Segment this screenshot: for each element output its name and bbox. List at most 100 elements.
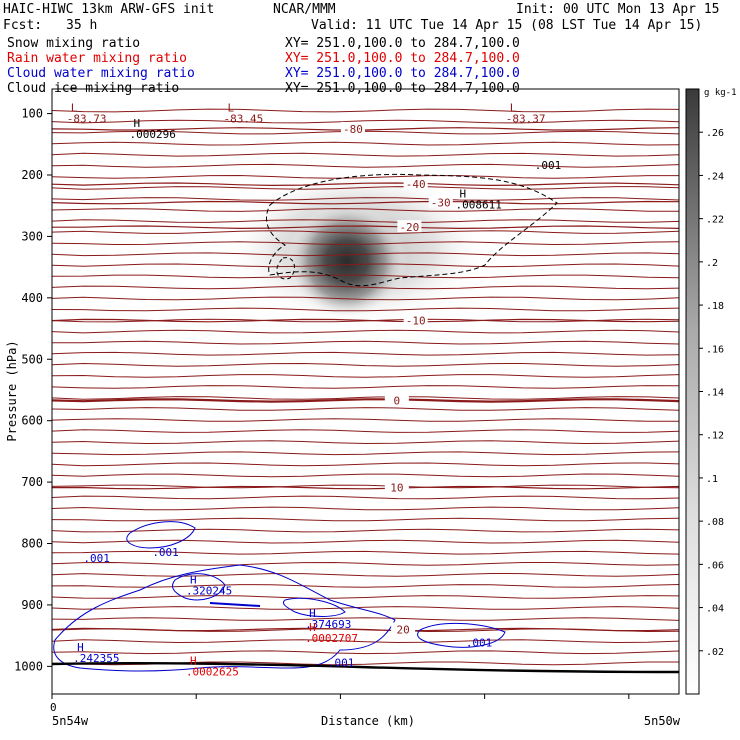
- extremum-marker: H: [190, 573, 197, 586]
- field-name-rain: Rain water mixing ratio: [7, 51, 188, 66]
- isotherm-labeled: [52, 182, 679, 187]
- colorbar-tick-label: .2: [706, 258, 718, 269]
- model-title: HAIC-HIWC 13km ARW-GFS init: [3, 2, 215, 17]
- ground-line: [52, 661, 679, 674]
- y-tick-label: 500: [21, 352, 43, 366]
- y-tick-label: 600: [21, 414, 43, 428]
- extremum-marker: H: [309, 607, 316, 620]
- isotherm: [52, 650, 679, 655]
- snow-shading: [226, 166, 487, 327]
- isotherm: [52, 407, 679, 411]
- label-bg: [384, 480, 409, 493]
- label-bg: [384, 393, 409, 406]
- field-name-cloud-water: Cloud water mixing ratio: [7, 66, 195, 81]
- y-tick-label: 100: [21, 107, 43, 121]
- isotherm: [52, 584, 679, 588]
- extremum-value: -83.37: [506, 113, 546, 126]
- cloud-water-contour: [172, 573, 226, 601]
- extremum-marker: H: [309, 621, 316, 634]
- isotherm: [52, 108, 679, 113]
- extremum-marker: H: [134, 117, 141, 130]
- label-bg: [391, 622, 416, 635]
- extrema-labels: L-83.73L-83.45L-83.37H.000296H.008611H.3…: [67, 102, 546, 679]
- isotherm: [52, 130, 679, 135]
- y-tick-label: 300: [21, 229, 43, 243]
- isotherm-labeled: [52, 318, 679, 323]
- valid-time: Valid: 11 UTC Tue 14 Apr 15 (08 LST Tue …: [311, 18, 703, 33]
- colorbar-tick-label: .24: [706, 171, 724, 182]
- isotherm: [52, 362, 679, 367]
- temperature-contours: [52, 108, 679, 666]
- isotherm: [52, 263, 679, 268]
- ice-contour-label: .001: [535, 159, 562, 172]
- cloud-water-label: .001: [152, 546, 179, 559]
- isotherm: [52, 506, 679, 511]
- field-xy-rain: XY= 251.0,100.0 to 284.7,100.0: [285, 51, 520, 66]
- isotherm: [52, 186, 679, 190]
- isotherm: [52, 274, 679, 279]
- colorbar-tick-label: .08: [706, 517, 724, 528]
- isotherm-label: -10: [406, 315, 426, 328]
- colorbar-tick-label: .22: [706, 215, 724, 226]
- colorbar-tick-label: .06: [706, 560, 724, 571]
- extremum-value: .0002707: [305, 632, 358, 645]
- isotherm: [52, 429, 679, 433]
- isotherm-label: 10: [390, 482, 403, 495]
- isotherm: [52, 539, 679, 544]
- terrain-line: [52, 661, 679, 674]
- isotherm-label: -80: [343, 123, 363, 136]
- isotherm-label: 20: [396, 624, 409, 637]
- isotherm-labeled: [52, 200, 679, 205]
- forecast-label: Fcst:: [3, 18, 43, 33]
- cloud-water-contour: [53, 564, 396, 672]
- extremum-value: .320245: [186, 584, 232, 597]
- isotherm: [52, 561, 679, 566]
- extremum-value: .008611: [456, 199, 502, 212]
- contour-labels: -80 -40 -30 -20 -10 0 10 20 .001 .001 .001 .001 .001: [83, 121, 562, 669]
- isotherm: [52, 163, 679, 168]
- isotherm: [52, 418, 679, 422]
- y-tick-label: 700: [21, 475, 43, 489]
- init-time: Init: 00 UTC Mon 13 Apr 15: [516, 2, 720, 17]
- y-tick-label: 400: [21, 291, 43, 305]
- colorbar: g kg-1 .02 .04 .06 .08 .1 .12 .14 .16 .18 .2 .22 .2…: [685, 88, 737, 695]
- isotherm: [52, 219, 679, 223]
- isotherm: [52, 174, 679, 179]
- isotherm-labeled: [52, 398, 679, 403]
- y-tick-label: 200: [21, 168, 43, 182]
- isotherm: [52, 606, 679, 610]
- isotherm-labeled: [52, 627, 679, 632]
- cloud-water-contours: [53, 521, 506, 672]
- extremum-value: .0002625: [186, 665, 239, 678]
- isotherm: [52, 307, 679, 312]
- isotherm: [52, 141, 679, 146]
- isotherm-label: -30: [431, 197, 451, 210]
- isotherm: [52, 119, 679, 124]
- isotherm: [52, 639, 679, 644]
- extremum-value: -83.73: [67, 113, 107, 126]
- isotherm-label: -20: [399, 221, 419, 234]
- x-axis-label: Distance (km): [321, 714, 415, 728]
- isotherm: [52, 440, 679, 445]
- y-axis-label: Pressure (hPa): [5, 340, 19, 441]
- isotherm: [52, 385, 679, 389]
- ice-contour-inner: [276, 257, 295, 280]
- label-bg: [397, 220, 422, 233]
- colorbar-tick-label: .14: [706, 388, 724, 399]
- isotherm: [52, 617, 679, 621]
- ice-contour-outer: [266, 173, 558, 287]
- isotherm: [52, 396, 679, 400]
- cloud-water-contour-bold: [209, 602, 261, 607]
- cloud-water-label: .001: [83, 552, 110, 565]
- colorbar-tick-label: .1: [706, 474, 718, 485]
- extremum-marker: H: [190, 654, 197, 667]
- label-bg: [340, 121, 365, 134]
- cloud-water-contour: [126, 521, 196, 549]
- cloud-water-contour: [282, 597, 346, 617]
- isotherm: [52, 495, 679, 500]
- isotherm: [52, 285, 679, 290]
- isotherm: [52, 451, 679, 456]
- isotherm: [52, 329, 679, 334]
